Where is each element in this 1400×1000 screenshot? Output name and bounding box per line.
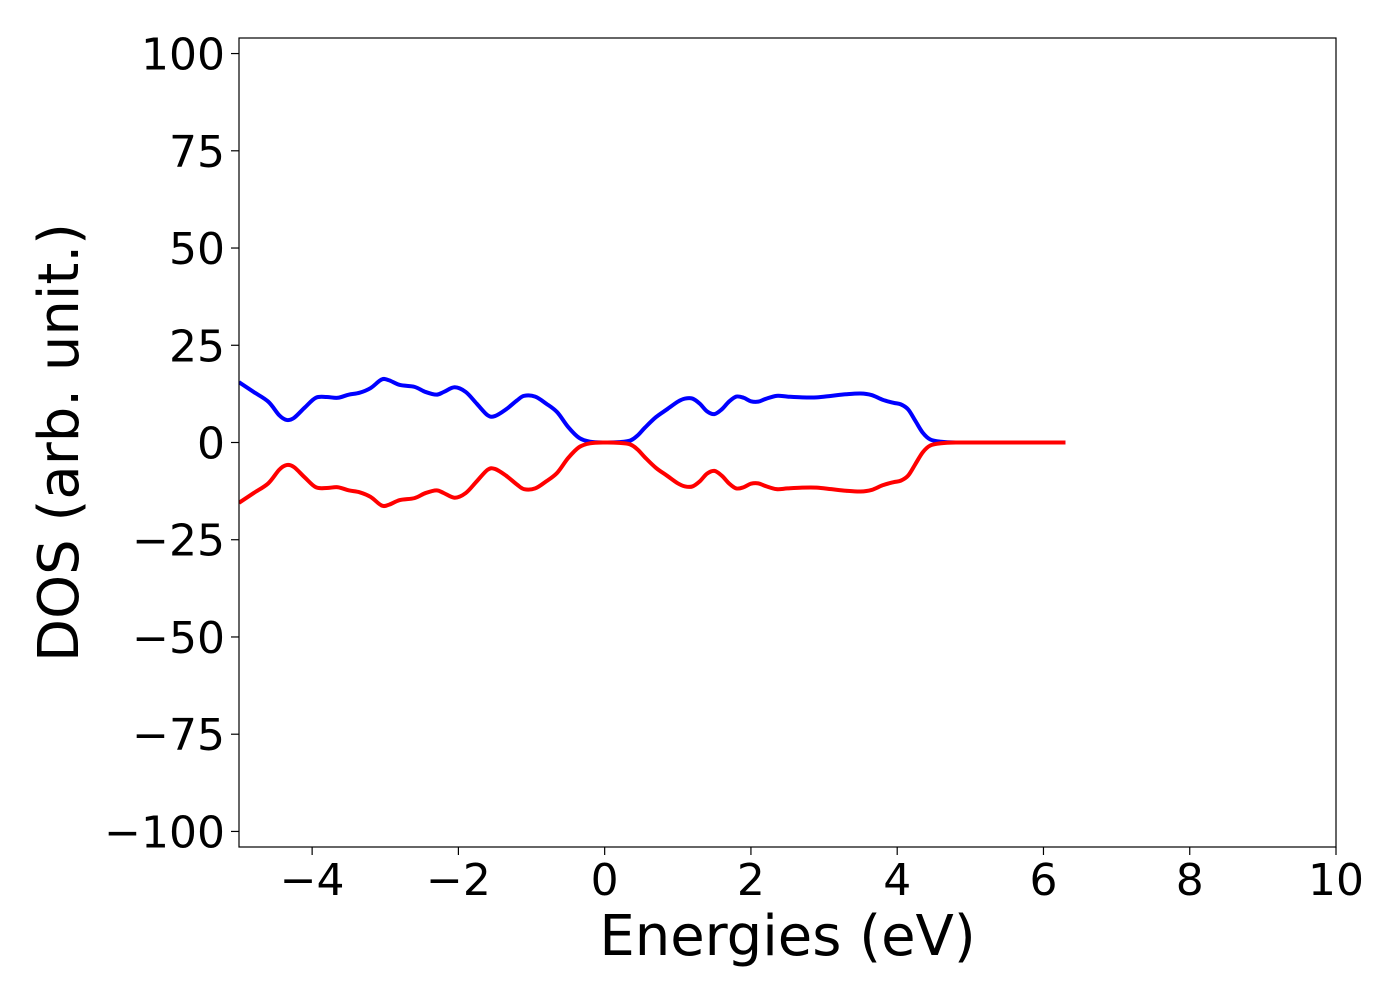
y-tick-label: −100 (104, 807, 225, 858)
y-tick-label: −75 (132, 710, 225, 761)
x-axis: −4 −2 0 2 4 6 8 10 (280, 847, 1364, 906)
x-tick-label: −4 (280, 855, 345, 906)
x-tick-label: 8 (1176, 855, 1204, 906)
x-tick-label: 4 (883, 855, 911, 906)
y-tick-label: 25 (169, 321, 225, 372)
y-axis: −100 −75 −50 −25 0 25 50 75 100 (104, 30, 239, 858)
y-tick-label: 50 (169, 224, 225, 275)
y-tick-label: 75 (169, 127, 225, 178)
series-layer (239, 376, 1066, 509)
y-tick-label: −25 (132, 516, 225, 567)
x-tick-label: 10 (1308, 855, 1364, 906)
x-tick-label: 2 (737, 855, 765, 906)
x-tick-label: −2 (426, 855, 491, 906)
y-tick-label: 100 (141, 30, 225, 81)
y-tick-label: 0 (197, 419, 225, 470)
plot-frame (238, 37, 1337, 848)
series-line-down (239, 440, 1066, 509)
x-axis-title: Energies (eV) (599, 904, 975, 969)
x-tick-label: 6 (1029, 855, 1057, 906)
x-tick-label: 0 (591, 855, 619, 906)
y-tick-label: −50 (132, 613, 225, 664)
series-line-up (239, 376, 1066, 445)
y-axis-title: DOS (arb. unit.) (27, 223, 92, 662)
